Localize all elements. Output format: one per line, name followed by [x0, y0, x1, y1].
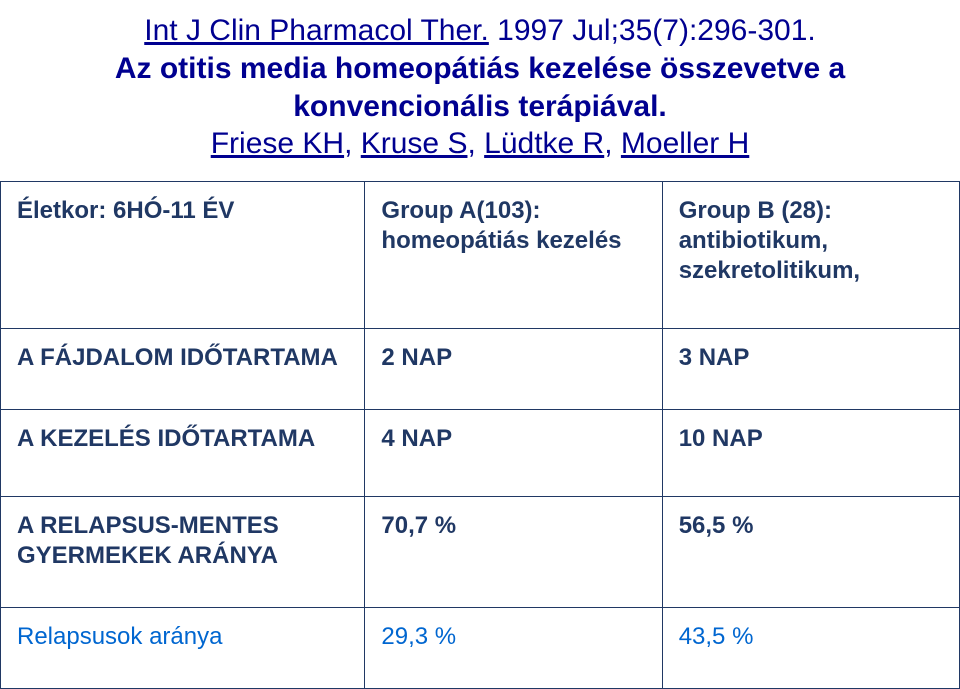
cell-relapse-rate-a: 29,3 % [365, 608, 662, 689]
table-row: Relapsusok aránya 29,3 % 43,5 % [1, 608, 960, 689]
author-link[interactable]: Friese KH [211, 127, 344, 160]
cell-group-a: Group A(103): homeopátiás kezelés [365, 182, 662, 329]
cell-pain-duration-a: 2 NAP [365, 329, 662, 410]
authors-line: Friese KH, Kruse S, Lüdtke R, Moeller H [40, 127, 920, 161]
cell-relapse-rate-b: 43,5 % [662, 608, 959, 689]
cell-treatment-duration-b: 10 NAP [662, 410, 959, 497]
cell-group-b: Group B (28): antibiotikum, szekretoliti… [662, 182, 959, 329]
cell-relapse-free-b: 56,5 % [662, 497, 959, 608]
author-sep: , [604, 127, 621, 160]
study-title-line1: Az otitis media homeopátiás kezelése öss… [115, 52, 845, 85]
journal-link[interactable]: Int J Clin Pharmacol Ther. [144, 14, 489, 47]
table-row: A FÁJDALOM IDŐTARTAMA 2 NAP 3 NAP [1, 329, 960, 410]
cell-relapse-free-a: 70,7 % [365, 497, 662, 608]
table-row: A RELAPSUS-MENTES GYERMEKEK ARÁNYA 70,7 … [1, 497, 960, 608]
cell-pain-duration-b: 3 NAP [662, 329, 959, 410]
journal-citation: Int J Clin Pharmacol Ther. 1997 Jul;35(7… [40, 14, 920, 48]
author-sep: , [344, 127, 361, 160]
cell-pain-duration-label: A FÁJDALOM IDŐTARTAMA [1, 329, 365, 410]
slide-header: Int J Clin Pharmacol Ther. 1997 Jul;35(7… [0, 0, 960, 171]
table-row: Életkor: 6HÓ-11 ÉV Group A(103): homeopá… [1, 182, 960, 329]
cell-relapse-rate-label: Relapsusok aránya [1, 608, 365, 689]
cell-age: Életkor: 6HÓ-11 ÉV [1, 182, 365, 329]
author-sep: , [467, 127, 484, 160]
study-title: Az otitis media homeopátiás kezelése öss… [40, 50, 920, 125]
author-link[interactable]: Kruse S [361, 127, 468, 160]
cell-treatment-duration-label: A KEZELÉS IDŐTARTAMA [1, 410, 365, 497]
author-link[interactable]: Lüdtke R [484, 127, 604, 160]
cell-treatment-duration-a: 4 NAP [365, 410, 662, 497]
study-title-line2: konvencionális terápiával. [293, 90, 667, 123]
cell-relapse-free-label: A RELAPSUS-MENTES GYERMEKEK ARÁNYA [1, 497, 365, 608]
table-row: A KEZELÉS IDŐTARTAMA 4 NAP 10 NAP [1, 410, 960, 497]
journal-rest: 1997 Jul;35(7):296-301. [489, 14, 816, 47]
author-link[interactable]: Moeller H [621, 127, 749, 160]
study-table: Életkor: 6HÓ-11 ÉV Group A(103): homeopá… [0, 181, 960, 689]
